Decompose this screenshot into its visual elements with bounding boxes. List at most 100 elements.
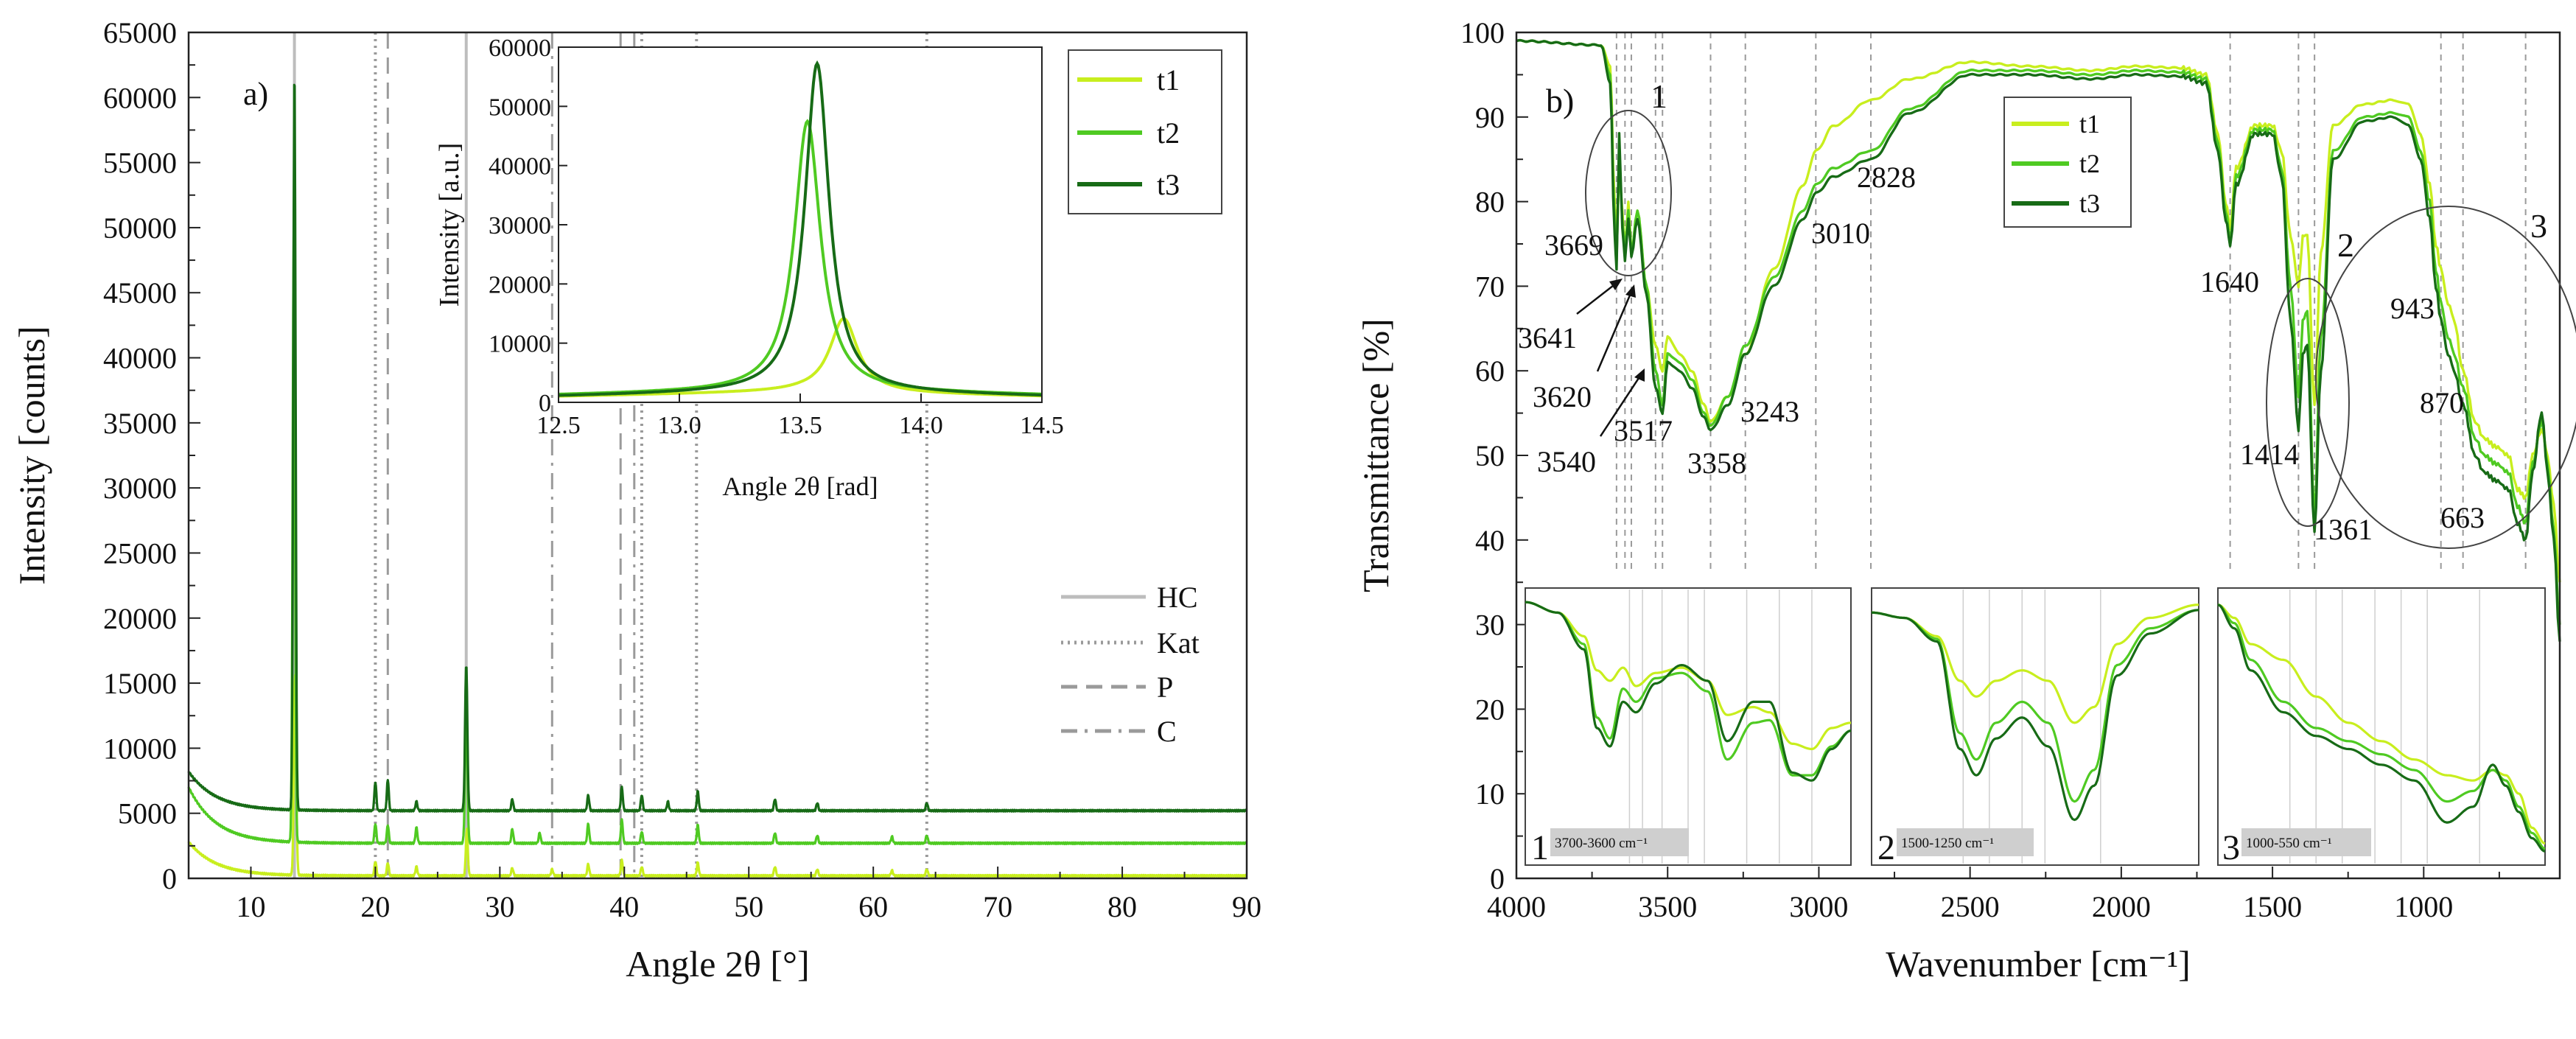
a-y-axis-label: Intensity [counts] [11, 326, 52, 584]
a-x-tick-label-80: 80 [1107, 890, 1137, 923]
b-inset-3-series-t1 [2217, 604, 2546, 845]
b-inset-2-range: 1500-1250 cm⁻¹ [1901, 836, 1994, 851]
peak-label-1640: 1640 [2200, 265, 2259, 298]
b-inset-1-range: 3700-3600 cm⁻¹ [1555, 836, 1648, 851]
a-inset: 12.5 13.0 13.5 14.0 14.5 0 10000 20000 30000 400… [434, 35, 1064, 501]
a-reference-legend: HC Kat P C [1061, 581, 1200, 748]
b-x-axis: 4000 3500 3000 2500 2000 1500 1000 [1487, 867, 2500, 923]
a-y-tick-label-10000: 10000 [103, 732, 177, 765]
a-x-tick-label-70: 70 [983, 890, 1012, 923]
b-inset-2-ref-lines [1962, 590, 2101, 864]
b-series-group [1516, 38, 2561, 642]
b-inset-3-range: 1000-550 cm⁻¹ [2246, 836, 2332, 851]
a-inset-series-t3 [558, 60, 1042, 397]
a-inset-x-tick-label-13: 13.0 [657, 412, 701, 439]
b-panel-label: b) [1546, 82, 1574, 119]
a-inset-y-tick-label-40000: 40000 [489, 153, 551, 181]
b-series-t3 [1516, 38, 2561, 642]
a-panel-label: a) [243, 76, 268, 112]
b-region-ellipse-1 [1585, 110, 1672, 276]
peak-label-3243: 3243 [1740, 395, 1799, 428]
peak-label-1361: 1361 [2314, 513, 2373, 546]
b-inset-1: 1 3700-3600 cm⁻¹ [1525, 587, 1852, 867]
b-inset-1-series-t1 [1525, 601, 1852, 751]
b-inset-2-number: 2 [1877, 828, 1895, 867]
a-y-tick-label-35000: 35000 [103, 407, 177, 440]
b-inset-2-series-t1 [1872, 604, 2199, 724]
b-inset-2: 2 1500-1250 cm⁻¹ [1871, 587, 2199, 867]
arrow-3641-head [1609, 279, 1623, 290]
b-inset-2-range-badge [1897, 828, 2034, 856]
peak-label-3540: 3540 [1537, 445, 1596, 478]
a-x-axis-label: Angle 2θ [°] [626, 943, 809, 984]
a-inset-x-tick-label-13.5: 13.5 [778, 412, 822, 439]
a-inset-y-tick-label-0: 0 [539, 390, 551, 417]
b-x-tick-label-3500: 3500 [1638, 890, 1697, 923]
a-y-tick-label-40000: 40000 [103, 342, 177, 375]
b-y-tick-label-100: 100 [1460, 16, 1505, 49]
a-inset-y-label: Intensity [a.u.] [434, 143, 465, 307]
b-legend-t1: t1 [2079, 109, 2100, 139]
a-y-tick-label-20000: 20000 [103, 602, 177, 635]
peak-label-1414: 1414 [2240, 438, 2299, 471]
a-y-tick-label-5000: 5000 [118, 797, 177, 830]
b-inset-3: 3 1000-550 cm⁻¹ [2217, 587, 2546, 867]
b-inset-1-range-badge [1550, 828, 1689, 856]
peak-label-3010: 3010 [1811, 217, 1870, 250]
b-region-label-3: 3 [2530, 207, 2547, 245]
peak-label-3641: 3641 [1518, 321, 1577, 354]
a-legend-t3: t3 [1157, 168, 1180, 201]
b-x-tick-label-2000: 2000 [2092, 890, 2151, 923]
a-x-tick-label-60: 60 [858, 890, 888, 923]
a-y-tick-label-50000: 50000 [103, 211, 177, 245]
b-annotation-arrows [1576, 279, 1645, 437]
b-inset-3-series [2217, 604, 2546, 853]
peak-label-943: 943 [2390, 292, 2435, 325]
b-reference-lines [1615, 32, 2527, 574]
b-x-tick-label-4000: 4000 [1487, 890, 1546, 923]
a-inset-y-tick-label-50000: 50000 [489, 94, 551, 121]
a-y-tick-label-0: 0 [162, 862, 177, 895]
b-inset-1-series [1525, 601, 1852, 782]
a-inset-series-group [558, 60, 1042, 398]
a-inset-bg [559, 47, 1042, 402]
b-legend-t3: t3 [2079, 189, 2100, 218]
a-series-t2 [187, 232, 1247, 846]
a-y-tick-label-15000: 15000 [103, 667, 177, 700]
a-inset-x-tick-label-12.5: 12.5 [536, 412, 581, 439]
arrow-3540-head [1634, 368, 1645, 382]
a-y-tick-label-30000: 30000 [103, 472, 177, 505]
a-inset-y-axis: 0 10000 20000 30000 40000 50000 60000 [489, 35, 567, 417]
b-y-tick-label-0: 0 [1490, 862, 1505, 895]
b-y-tick-label-80: 80 [1475, 186, 1505, 219]
panel-b-ftir: 4000 3500 3000 2500 2000 1500 1000 0 10 20 30 40 50… [1355, 16, 2576, 984]
a-inset-y-tick-label-30000: 30000 [489, 212, 551, 239]
a-series-t3 [187, 83, 1247, 813]
a-inset-y-tick-label-60000: 60000 [489, 35, 551, 62]
a-legend-t2: t2 [1157, 116, 1180, 150]
b-inset-1-number: 1 [1531, 828, 1549, 867]
a-y-tick-label-60000: 60000 [103, 81, 177, 114]
peak-label-870: 870 [2420, 386, 2464, 419]
a-legend-t1: t1 [1157, 63, 1180, 97]
b-x-axis-label: Wavenumber [cm⁻¹] [1886, 943, 2191, 984]
a-x-tick-label-30: 30 [485, 890, 514, 923]
ref-legend-p: P [1157, 671, 1173, 704]
b-inset-3-number: 3 [2222, 828, 2240, 867]
arrow-3540 [1599, 375, 1642, 437]
a-inset-x-tick-label-14: 14.0 [899, 412, 943, 439]
b-x-tick-label-1500: 1500 [2243, 890, 2302, 923]
a-series-group [187, 83, 1247, 878]
a-inset-x-axis: 12.5 13.0 13.5 14.0 14.5 [536, 393, 1064, 439]
b-y-axis-label: Transmittance [%] [1355, 318, 1396, 592]
b-region-label-1: 1 [1651, 77, 1667, 115]
a-x-tick-label-10: 10 [236, 890, 265, 923]
b-y-tick-label-30: 30 [1475, 609, 1505, 642]
b-inset-2-series-t3 [1872, 609, 2199, 822]
b-inset-3-series-t2 [2217, 604, 2546, 850]
b-y-tick-label-40: 40 [1475, 524, 1505, 557]
b-x-tick-label-3000: 3000 [1789, 890, 1848, 923]
a-x-tick-label-90: 90 [1232, 890, 1261, 923]
arrow-3641 [1576, 282, 1617, 315]
